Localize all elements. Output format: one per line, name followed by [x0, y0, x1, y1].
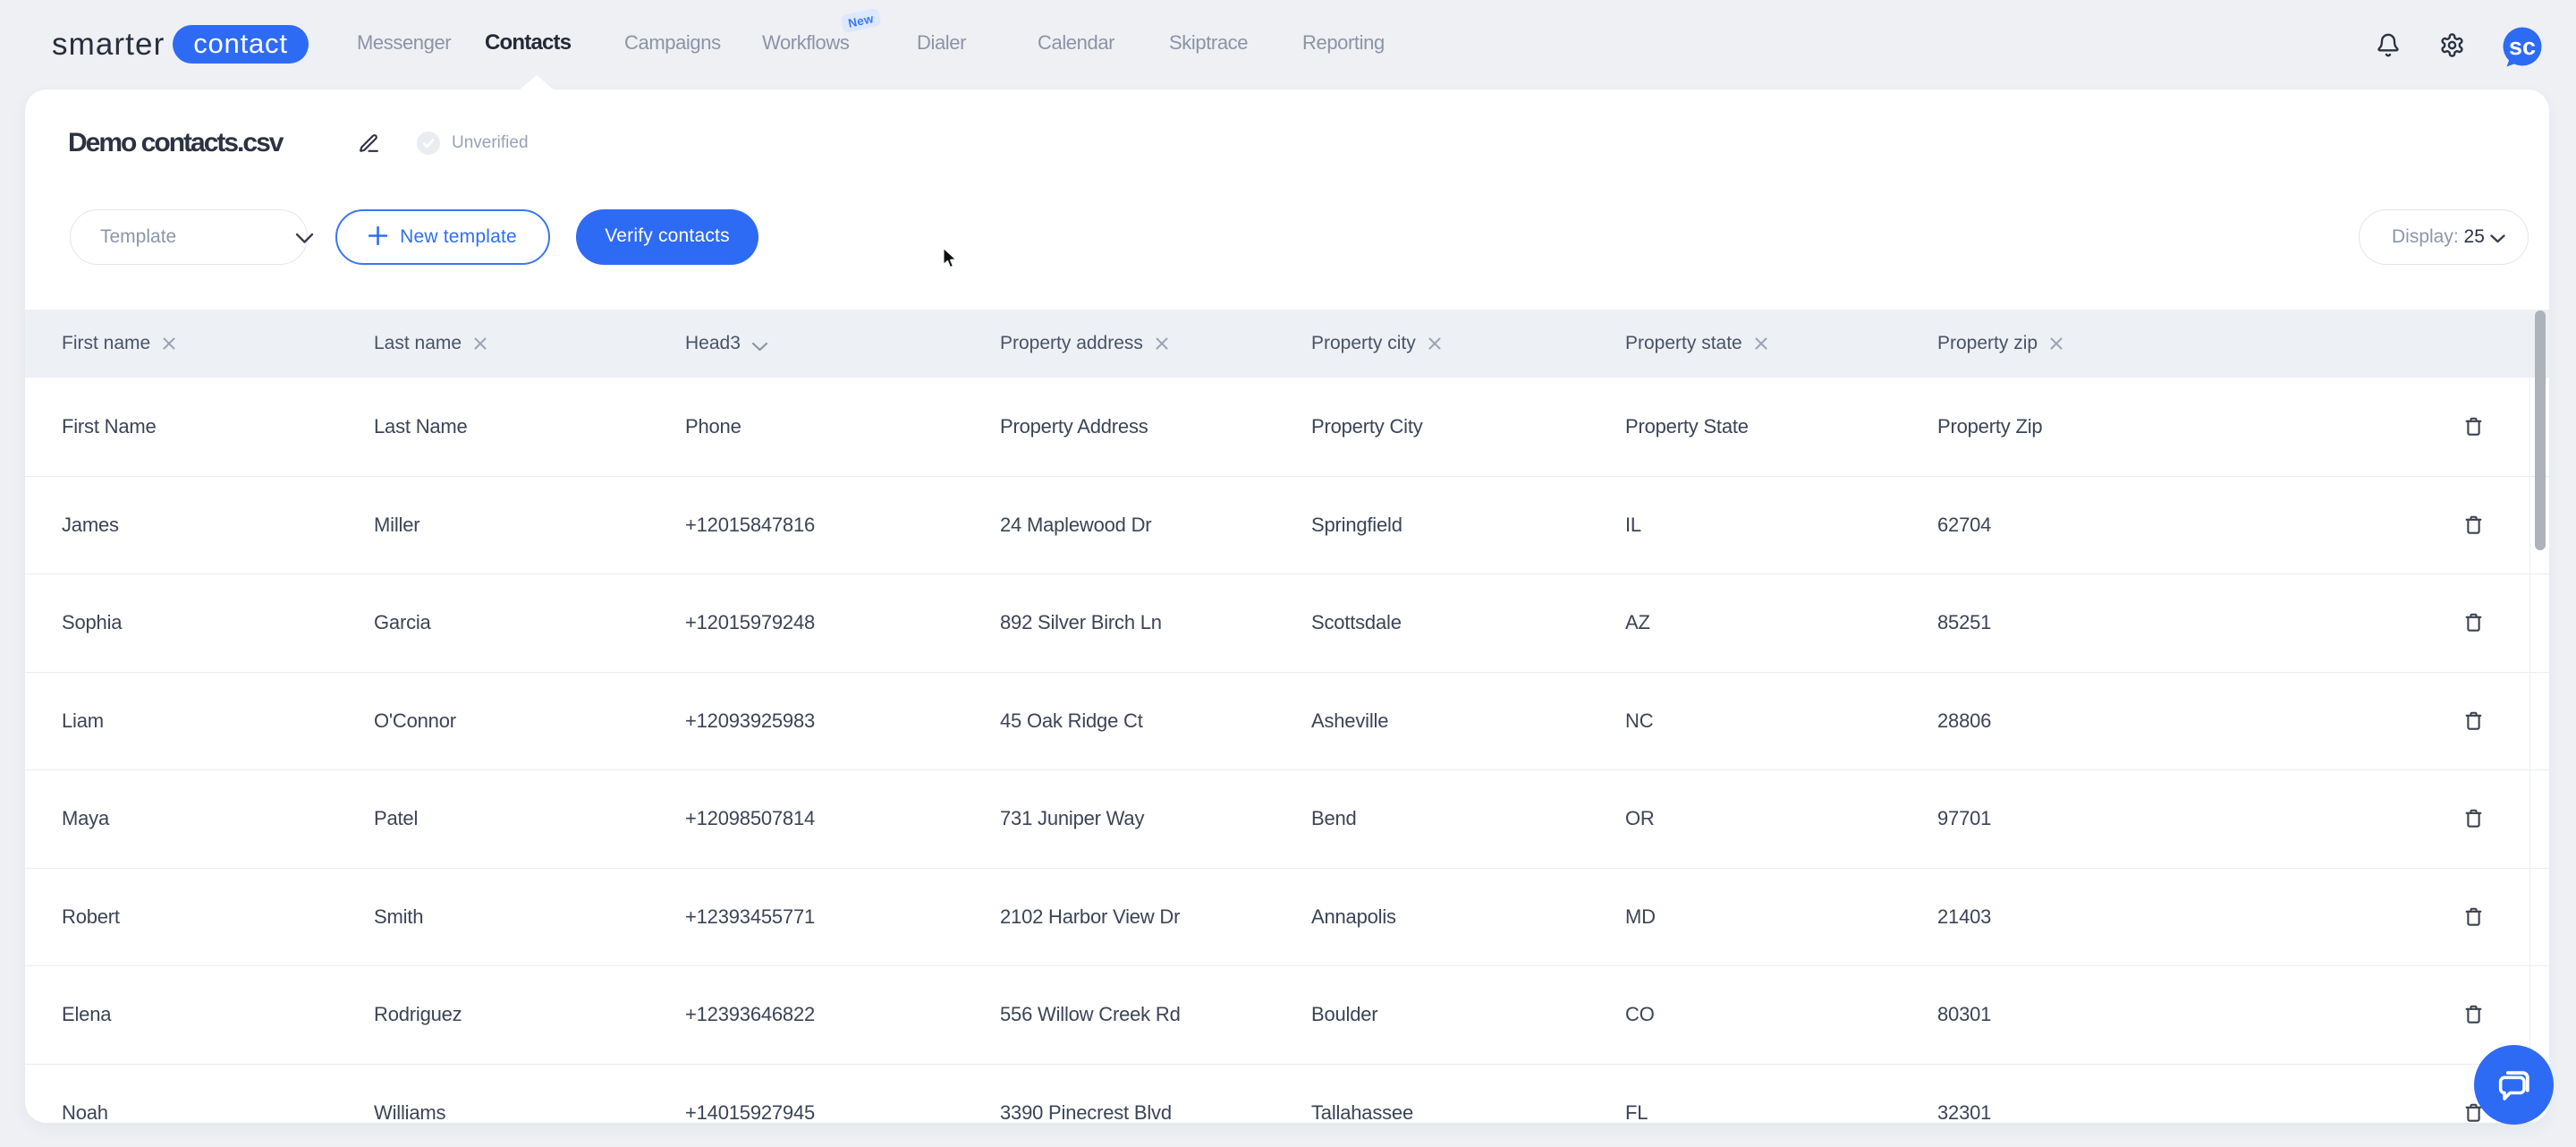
- svg-text:sc: sc: [2509, 33, 2536, 60]
